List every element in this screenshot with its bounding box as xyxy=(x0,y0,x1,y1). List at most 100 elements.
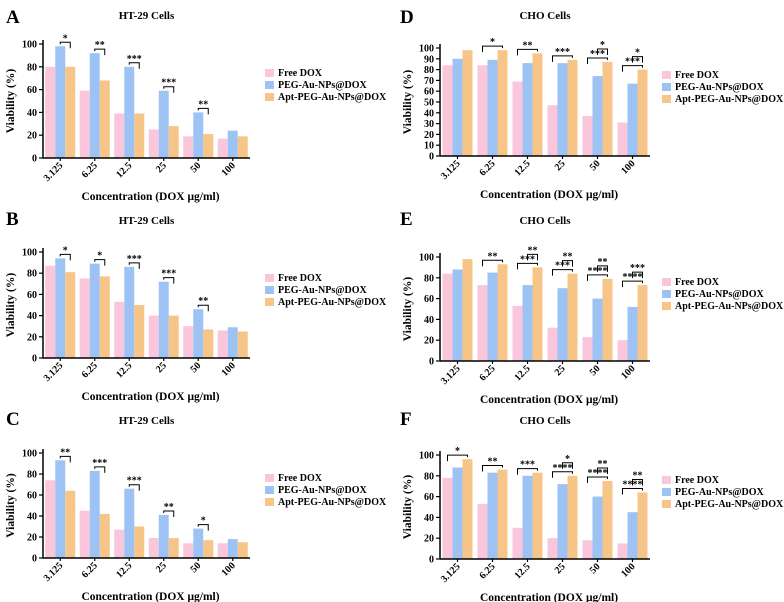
significance-bracket xyxy=(622,65,643,72)
bar-apt-peg-au-nps-dox xyxy=(602,278,613,361)
y-tick-label: 80 xyxy=(424,471,434,482)
bar-apt-peg-au-nps-dox xyxy=(65,66,76,158)
x-tick-label: 25 xyxy=(154,360,169,375)
y-tick-label: 20 xyxy=(424,130,434,141)
legend-label: Apt-PEG-Au-NPs@DOX xyxy=(278,497,387,508)
bar-free-dox xyxy=(477,285,488,361)
legend-swatch xyxy=(662,83,671,91)
significance-label: ** xyxy=(633,470,643,481)
bar-apt-peg-au-nps-dox xyxy=(134,113,145,158)
significance-bracket xyxy=(622,280,643,288)
significance-label: *** xyxy=(127,54,142,65)
x-tick-label: 3.125 xyxy=(42,160,66,184)
y-tick-label: 60 xyxy=(424,492,434,503)
bar-peg-au-nps-dox xyxy=(522,475,533,559)
y-tick-label: 60 xyxy=(424,294,434,305)
bar-apt-peg-au-nps-dox xyxy=(168,538,179,558)
bar-apt-peg-au-nps-dox xyxy=(203,134,214,158)
chart-title: HT-29 Cells xyxy=(119,215,175,227)
bar-apt-peg-au-nps-dox xyxy=(237,136,248,158)
y-tick-label: 20 xyxy=(27,533,37,544)
x-tick-label: 100 xyxy=(619,158,637,176)
y-tick-label: 40 xyxy=(27,108,37,119)
legend-label: PEG-Au-NPs@DOX xyxy=(278,80,368,91)
x-tick-label: 100 xyxy=(219,160,237,178)
significance-label: *** xyxy=(127,254,142,265)
significance-label: * xyxy=(490,37,495,48)
legend-label: Apt-PEG-Au-NPs@DOX xyxy=(675,301,784,312)
bar-peg-au-nps-dox xyxy=(158,90,169,158)
bar-apt-peg-au-nps-dox xyxy=(99,276,110,358)
significance-bracket xyxy=(587,274,608,281)
significance-bracket xyxy=(94,48,106,56)
legend-swatch xyxy=(662,476,671,484)
x-axis-label: Concentration (DOX μg/ml) xyxy=(81,391,219,403)
bar-free-dox xyxy=(512,527,523,559)
x-tick-label: 100 xyxy=(619,561,637,579)
x-tick-label: 12.5 xyxy=(512,158,532,178)
legend-swatch xyxy=(662,500,671,508)
y-tick-label: 80 xyxy=(424,65,434,76)
significance-label: ** xyxy=(60,447,70,458)
significance-bracket xyxy=(632,56,643,63)
significance-label: ** xyxy=(488,457,498,468)
significance-label: *** xyxy=(555,47,570,58)
y-tick-label: 100 xyxy=(22,248,37,259)
y-tick-label: 40 xyxy=(424,315,434,326)
bar-peg-au-nps-dox xyxy=(89,470,100,558)
bar-apt-peg-au-nps-dox xyxy=(462,259,473,361)
significance-bracket xyxy=(482,465,503,472)
y-tick-label: 80 xyxy=(424,273,434,284)
y-tick-label: 10 xyxy=(424,141,434,152)
x-tick-label: 12.5 xyxy=(114,560,134,580)
bar-apt-peg-au-nps-dox xyxy=(567,59,578,156)
bar-peg-au-nps-dox xyxy=(627,83,638,156)
x-tick-label: 25 xyxy=(154,160,169,175)
significance-bracket xyxy=(197,107,209,115)
x-tick-label: 12.5 xyxy=(114,160,134,180)
y-tick-label: 30 xyxy=(424,119,434,130)
significance-label: * xyxy=(97,251,102,262)
bar-peg-au-nps-dox xyxy=(522,63,533,157)
legend-swatch xyxy=(662,302,671,310)
y-tick-label: 20 xyxy=(424,534,434,545)
x-tick-label: 50 xyxy=(588,561,603,576)
significance-bracket xyxy=(562,260,573,267)
significance-label: ** xyxy=(198,99,208,110)
y-axis-label: Viability (%) xyxy=(5,473,17,538)
significance-bracket xyxy=(597,467,608,474)
bar-free-dox xyxy=(79,510,90,558)
bar-apt-peg-au-nps-dox xyxy=(203,329,214,358)
bar-free-dox xyxy=(79,90,90,158)
bar-free-dox xyxy=(114,529,125,558)
panel-label: D xyxy=(400,7,414,28)
bar-free-dox xyxy=(512,81,523,156)
significance-bracket xyxy=(197,304,209,312)
significance-bracket xyxy=(128,484,140,491)
y-tick-label: 40 xyxy=(424,513,434,524)
x-tick-label: 6.25 xyxy=(80,360,100,380)
y-tick-label: 60 xyxy=(424,87,434,98)
bar-free-dox xyxy=(148,129,159,158)
legend-label: PEG-Au-NPs@DOX xyxy=(675,289,765,300)
bar-apt-peg-au-nps-dox xyxy=(497,264,508,361)
significance-label: ** xyxy=(598,257,608,268)
x-tick-label: 3.125 xyxy=(42,360,66,384)
x-tick-label: 50 xyxy=(189,560,204,575)
bar-peg-au-nps-dox xyxy=(158,514,169,558)
x-tick-label: 25 xyxy=(553,363,568,378)
legend-label: Free DOX xyxy=(278,473,323,484)
significance-label: ** xyxy=(164,502,174,513)
chart-title: CHO Cells xyxy=(519,10,571,22)
bar-free-dox xyxy=(617,340,628,361)
significance-label: ** xyxy=(95,40,105,51)
bar-peg-au-nps-dox xyxy=(452,467,463,559)
legend-label: Free DOX xyxy=(675,277,720,288)
bar-peg-au-nps-dox xyxy=(89,53,100,159)
y-tick-label: 20 xyxy=(27,332,37,343)
legend-swatch xyxy=(662,488,671,496)
legend-label: Apt-PEG-Au-NPs@DOX xyxy=(675,94,784,105)
significance-label: *** xyxy=(127,476,142,487)
legend-swatch xyxy=(662,290,671,298)
panel-label: F xyxy=(400,409,412,430)
